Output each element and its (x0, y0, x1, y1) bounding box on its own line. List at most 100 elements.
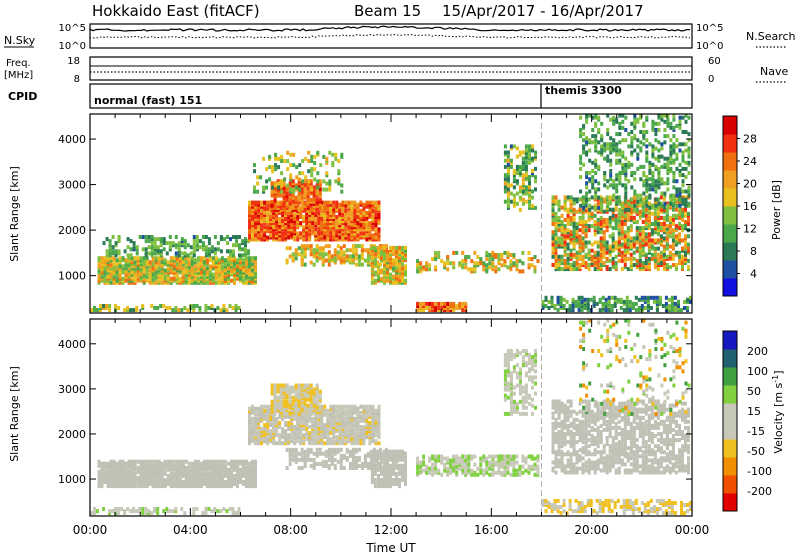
heatmap-cell (521, 189, 525, 194)
heatmap-cell (333, 250, 337, 255)
heatmap-cell (551, 207, 555, 212)
heatmap-cell (680, 308, 683, 313)
heatmap-cell (616, 299, 620, 304)
heatmap-cell (127, 473, 131, 478)
heatmap-cell (657, 140, 661, 145)
heatmap-cell (129, 239, 133, 244)
heatmap-cell (323, 206, 327, 211)
heatmap-cell (201, 247, 205, 252)
heatmap-cell (177, 247, 181, 252)
heatmap-cell (284, 219, 288, 224)
heatmap-cell (308, 231, 312, 236)
heatmap-cell (660, 146, 664, 151)
heatmap-cell (380, 276, 383, 281)
heatmap-cell (645, 177, 649, 182)
heatmap-cell (515, 164, 519, 169)
heatmap-cell (339, 254, 343, 259)
heatmap-cell (677, 304, 680, 308)
heatmap-cell (673, 308, 677, 313)
heatmap-cell (645, 144, 649, 149)
heatmap-cell (248, 280, 251, 285)
heatmap-cell (594, 115, 598, 120)
heatmap-cell (300, 195, 304, 200)
heatmap-cell (656, 238, 660, 243)
heatmap-cell (147, 235, 151, 239)
heatmap-cell (150, 251, 154, 256)
heatmap-cell (293, 215, 297, 219)
heatmap-cell (368, 235, 372, 240)
heatmap-cell (642, 142, 646, 147)
heatmap-cell (615, 189, 619, 194)
heatmap-cell (672, 160, 676, 165)
heatmap-cell (449, 261, 453, 266)
heatmap-cell (632, 220, 636, 224)
heatmap-cell (650, 222, 654, 226)
heatmap-cell (314, 210, 318, 215)
heatmap-cell (524, 152, 528, 157)
heatmap-cell (280, 171, 284, 176)
heatmap-cell (666, 203, 670, 208)
heatmap-cell (379, 262, 382, 267)
heatmap-cell (148, 268, 152, 273)
heatmap-cell (214, 484, 218, 489)
heatmap-cell (657, 169, 661, 173)
heatmap-cell (332, 200, 336, 205)
heatmap-cell (118, 463, 122, 468)
freq-label-line2: [MHz] (4, 70, 33, 81)
heatmap-cell (278, 221, 282, 226)
heatmap-cell (340, 154, 344, 159)
heatmap-cell (281, 210, 285, 215)
heatmap-cell (335, 223, 339, 228)
heatmap-cell (153, 247, 157, 252)
heatmap-cell (684, 195, 687, 200)
heatmap-cell (160, 260, 164, 265)
heatmap-cell (244, 251, 247, 256)
heatmap-cell (671, 252, 675, 257)
heatmap-cell (557, 265, 561, 270)
heatmap-cell (360, 262, 364, 267)
heatmap-cell (275, 231, 279, 236)
heatmap-cell (687, 132, 691, 137)
heatmap-cell (341, 200, 345, 205)
heatmap-cell (199, 461, 203, 466)
heatmap-cell (669, 125, 673, 130)
heatmap-cell (635, 236, 639, 241)
heatmap-cell (270, 181, 274, 186)
heatmap-cell (607, 304, 611, 308)
heatmap-cell (334, 152, 338, 157)
heatmap-cell (326, 202, 330, 207)
heatmap-cell (452, 261, 456, 266)
heatmap-cell (566, 215, 570, 220)
heatmap-cell (118, 260, 122, 265)
heatmap-cell (347, 227, 351, 232)
heatmap-cell (590, 224, 594, 229)
heatmap-cell (389, 264, 392, 269)
heatmap-cell (681, 197, 685, 202)
heatmap-cell (596, 201, 600, 206)
heatmap-cell (641, 226, 645, 231)
heatmap-cell (280, 189, 284, 194)
heatmap-cell (312, 189, 316, 194)
heatmap-cell (678, 148, 682, 153)
heatmap-cell (633, 171, 637, 175)
heatmap-cell (566, 236, 570, 241)
heatmap-cell (621, 119, 625, 124)
heatmap-cell (604, 301, 608, 306)
heatmap-cell (582, 205, 586, 210)
heatmap-cell (666, 134, 670, 139)
heatmap-cell (371, 235, 375, 240)
heatmap-cell (232, 235, 235, 239)
heatmap-cell (626, 242, 630, 247)
heatmap-cell (645, 189, 649, 194)
heatmap-cell (518, 197, 522, 202)
heatmap-cell (431, 257, 435, 262)
heatmap-cell (554, 248, 558, 253)
velocity-heatmap (90, 318, 692, 516)
heatmap-cell (401, 245, 404, 250)
heatmap-cell (269, 227, 273, 232)
heatmap-cell (109, 276, 113, 281)
heatmap-cell (336, 250, 340, 255)
heatmap-cell (554, 195, 558, 200)
heatmap-cell (666, 205, 670, 210)
